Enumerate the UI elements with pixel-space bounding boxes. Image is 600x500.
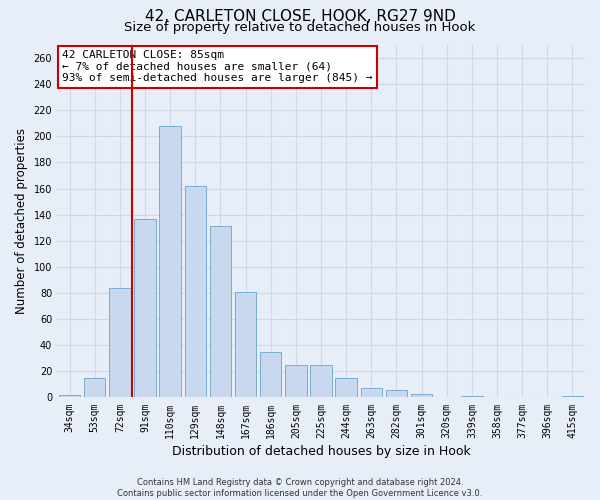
Bar xyxy=(361,388,382,398)
X-axis label: Distribution of detached houses by size in Hook: Distribution of detached houses by size … xyxy=(172,444,470,458)
Text: Size of property relative to detached houses in Hook: Size of property relative to detached ho… xyxy=(124,22,476,35)
Y-axis label: Number of detached properties: Number of detached properties xyxy=(15,128,28,314)
Bar xyxy=(411,394,432,398)
Bar xyxy=(335,378,357,398)
Bar xyxy=(260,352,281,398)
Bar xyxy=(386,390,407,398)
Bar xyxy=(59,395,80,398)
Bar xyxy=(185,186,206,398)
Bar xyxy=(134,218,156,398)
Bar xyxy=(562,396,583,398)
Bar xyxy=(160,126,181,398)
Bar xyxy=(310,365,332,398)
Bar xyxy=(109,288,131,398)
Bar xyxy=(235,292,256,398)
Text: Contains HM Land Registry data © Crown copyright and database right 2024.
Contai: Contains HM Land Registry data © Crown c… xyxy=(118,478,482,498)
Text: 42 CARLETON CLOSE: 85sqm
← 7% of detached houses are smaller (64)
93% of semi-de: 42 CARLETON CLOSE: 85sqm ← 7% of detache… xyxy=(62,50,373,84)
Bar xyxy=(210,226,231,398)
Bar xyxy=(285,365,307,398)
Bar xyxy=(84,378,106,398)
Bar xyxy=(461,396,482,398)
Text: 42, CARLETON CLOSE, HOOK, RG27 9ND: 42, CARLETON CLOSE, HOOK, RG27 9ND xyxy=(145,9,455,24)
